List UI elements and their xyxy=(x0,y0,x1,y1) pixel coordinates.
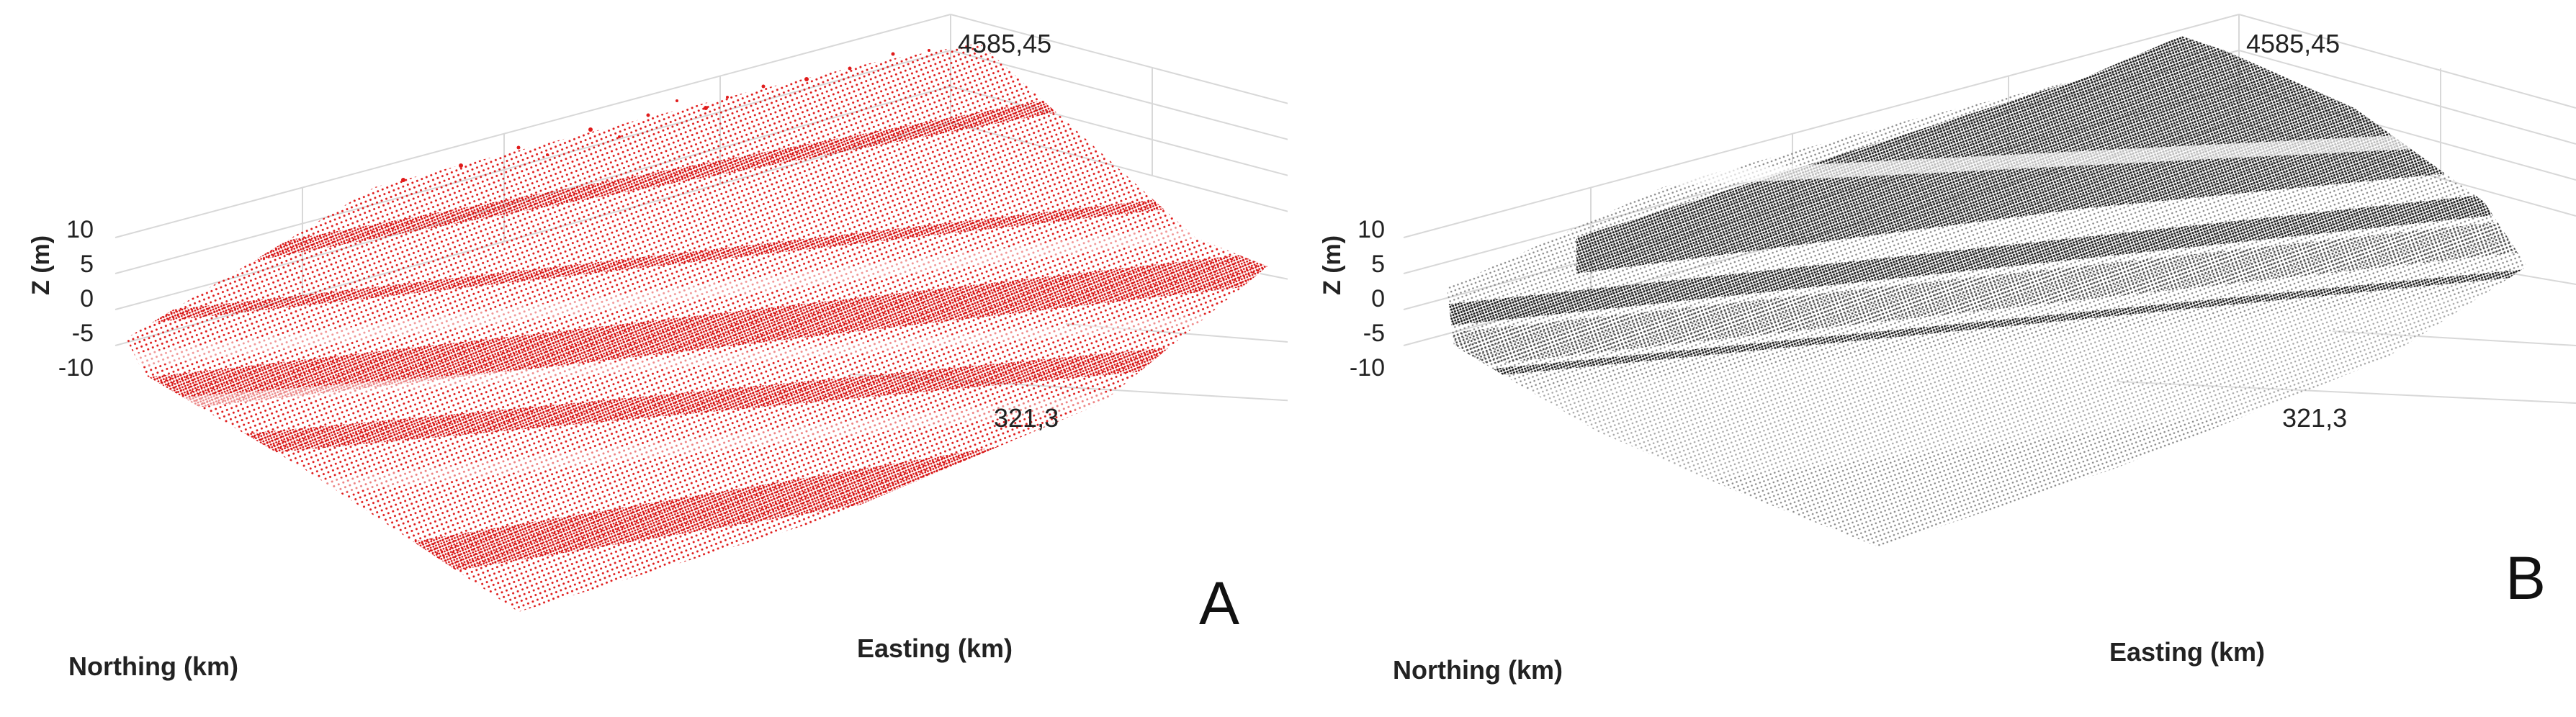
z-tick: 10 xyxy=(66,216,94,243)
z-tick: -5 xyxy=(71,320,94,347)
z-tick: 0 xyxy=(80,285,94,312)
point-cloud-panel-a: 4585,45 321,3 Z (m) 10 5 0 -5 -10 Northi… xyxy=(27,14,1288,681)
northing-axis-title: Northing (km) xyxy=(1393,655,1563,685)
z-tick: -10 xyxy=(58,354,94,382)
easting-right-value: 321,3 xyxy=(994,403,1059,433)
panel-letter: A xyxy=(1199,569,1240,637)
point-cloud-a xyxy=(126,43,1267,612)
panel-letter: B xyxy=(2505,544,2546,612)
z-tick: 0 xyxy=(1371,285,1385,312)
point-cloud-panel-b: 4585,45 321,3 Z (m) 10 5 0 -5 -10 Northi… xyxy=(1288,0,2576,717)
z-tick: 10 xyxy=(1357,216,1385,243)
z-tick: 5 xyxy=(1371,251,1385,278)
easting-axis-title: Easting (km) xyxy=(857,633,1013,663)
z-tick: -10 xyxy=(1349,354,1385,382)
northing-top-value: 4585,45 xyxy=(2246,29,2341,58)
z-tick: -5 xyxy=(1363,320,1385,347)
easting-right-value: 321,3 xyxy=(2282,403,2348,433)
point-cloud-scene-b xyxy=(1403,14,2576,547)
point-cloud-b xyxy=(1447,36,2527,547)
northing-axis-title: Northing (km) xyxy=(68,651,238,681)
northing-top-value: 4585,45 xyxy=(958,29,1052,58)
easting-axis-title: Easting (km) xyxy=(2109,637,2266,667)
scatter-points-a xyxy=(401,49,930,182)
point-cloud-scene-a xyxy=(115,14,1288,612)
z-tick: 5 xyxy=(80,251,94,278)
